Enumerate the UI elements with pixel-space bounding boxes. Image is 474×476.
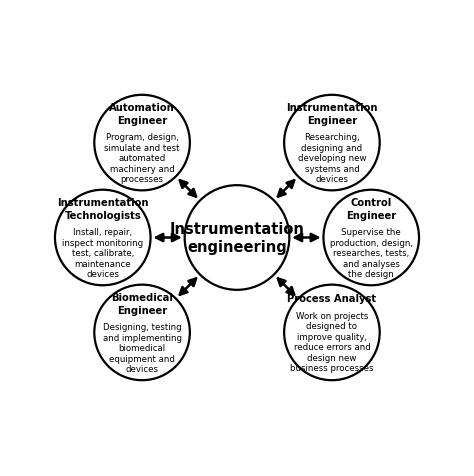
Text: simulate and test: simulate and test [104, 143, 180, 152]
Text: Install, repair,: Install, repair, [73, 228, 132, 237]
Text: maintenance: maintenance [74, 259, 131, 268]
Text: processes: processes [120, 175, 164, 184]
Text: designing and: designing and [301, 143, 363, 152]
Text: machinery and: machinery and [109, 165, 174, 173]
Text: devices: devices [86, 270, 119, 278]
Text: Work on projects: Work on projects [296, 311, 368, 320]
Text: developing new: developing new [298, 154, 366, 163]
Text: systems and: systems and [304, 165, 359, 173]
Circle shape [284, 285, 380, 380]
Text: Supervise the: Supervise the [341, 228, 401, 237]
Text: business processes: business processes [290, 363, 374, 372]
Text: Engineer: Engineer [117, 116, 167, 126]
Text: Biomedical: Biomedical [111, 293, 173, 303]
Text: Researching,: Researching, [304, 133, 360, 142]
Text: devices: devices [315, 175, 348, 184]
Text: Program, design,: Program, design, [106, 133, 179, 142]
Text: Instrumentation: Instrumentation [286, 103, 378, 113]
Text: test, calibrate,: test, calibrate, [72, 248, 134, 258]
Text: designed to: designed to [306, 321, 357, 330]
Text: Engineer: Engineer [117, 305, 167, 315]
Text: Designing, testing: Designing, testing [103, 322, 182, 331]
Text: researches, tests,: researches, tests, [333, 248, 410, 258]
Circle shape [55, 190, 151, 286]
Text: production, design,: production, design, [330, 238, 413, 247]
Circle shape [94, 96, 190, 191]
Text: Process Analyst: Process Analyst [287, 294, 376, 304]
Text: Control: Control [351, 198, 392, 208]
Text: Automation: Automation [109, 103, 175, 113]
Text: Instrumentation
engineering: Instrumentation engineering [170, 222, 304, 254]
Circle shape [284, 96, 380, 191]
Text: biomedical: biomedical [118, 343, 165, 352]
Text: and analyses: and analyses [343, 259, 400, 268]
Text: Engineer: Engineer [346, 210, 396, 220]
Circle shape [94, 285, 190, 380]
Text: automated: automated [118, 154, 166, 163]
Circle shape [323, 190, 419, 286]
Text: and implementing: and implementing [102, 333, 182, 342]
Text: the design: the design [348, 270, 394, 278]
Text: devices: devices [126, 365, 159, 373]
Text: Instrumentation: Instrumentation [57, 198, 148, 208]
Text: equipment and: equipment and [109, 354, 175, 363]
Text: reduce errors and: reduce errors and [293, 342, 370, 351]
Circle shape [185, 186, 289, 290]
Text: Technologists: Technologists [64, 210, 141, 220]
Text: improve quality,: improve quality, [297, 332, 367, 341]
Text: Engineer: Engineer [307, 116, 357, 126]
Text: design new: design new [307, 353, 356, 362]
Text: inspect monitoring: inspect monitoring [62, 238, 143, 247]
